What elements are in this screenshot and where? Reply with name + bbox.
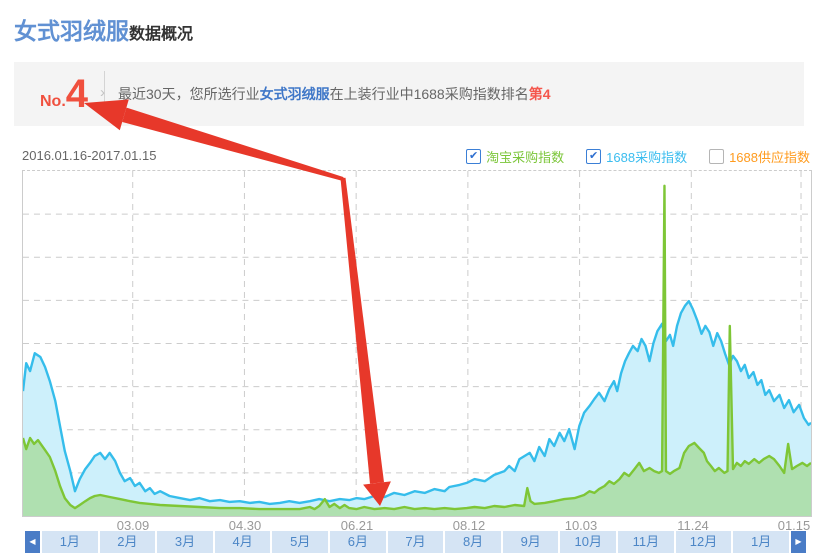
rank-prefix: No. xyxy=(40,93,66,110)
legend-label: 淘宝采购指数 xyxy=(486,150,565,165)
month-tab-2[interactable]: 2月 xyxy=(99,531,156,553)
legend-label: 1688采购指数 xyxy=(606,150,688,165)
page-title-sub: 数据概况 xyxy=(129,26,194,43)
x-tick-label: 10.03 xyxy=(564,518,598,533)
month-tab-4[interactable]: 4月 xyxy=(214,531,271,553)
month-tab-3[interactable]: 3月 xyxy=(157,531,213,553)
page-title-main: 女式羽绒服 xyxy=(14,18,129,44)
legend-toggle-3[interactable]: ✔ 1688供应指数 xyxy=(709,147,810,166)
date-range-label: 2016.01.16-2017.01.15 xyxy=(22,148,157,163)
x-axis-labels: 03.09 04.30 06.21 08.12 10.03 11.24 01.15 xyxy=(22,518,812,534)
checkbox-unchecked-icon[interactable]: ✔ xyxy=(709,149,725,164)
chart-plot-area xyxy=(22,170,812,517)
month-tab-8[interactable]: 8月 xyxy=(445,531,501,553)
rank-highlight: 第4 xyxy=(528,86,551,102)
prev-month-button[interactable]: ◀ xyxy=(25,531,40,553)
checkbox-checked-icon[interactable]: ✔ xyxy=(466,149,482,164)
legend-toggle-1[interactable]: ✔ 淘宝采购指数 xyxy=(466,147,564,166)
month-tab-6[interactable]: 6月 xyxy=(330,531,386,553)
page-title: 女式羽绒服数据概况 xyxy=(14,12,193,46)
chart-legend: ✔ 淘宝采购指数 ✔ 1688采购指数 ✔ 1688供应指数 xyxy=(444,147,810,166)
next-month-button[interactable]: ▶ xyxy=(790,531,806,553)
month-tab-9[interactable]: 9月 xyxy=(502,531,559,553)
month-tab-13[interactable]: 1月 xyxy=(733,531,789,553)
rank-description: 最近30天，您所选行业 女式羽绒服 在上装行业中1688采购指数排名 第4 xyxy=(118,62,551,126)
month-tab-11[interactable]: 11月 xyxy=(618,531,674,553)
month-tab-12[interactable]: 12月 xyxy=(675,531,732,553)
month-tab-bar: ◀ 1月 2月 3月 4月 5月 6月 7月 8月 9月 10月 11月 12月 1月 ▶ xyxy=(25,531,806,553)
rank-description-part1: 最近30天，您所选行业 xyxy=(118,86,260,102)
legend-label: 1688供应指数 xyxy=(729,150,810,165)
rank-badge: No. 4 xyxy=(40,62,88,126)
month-tab-10[interactable]: 10月 xyxy=(560,531,617,553)
month-tab-5[interactable]: 5月 xyxy=(272,531,329,553)
month-tab-1[interactable]: 1月 xyxy=(42,531,98,553)
x-tick-label: 08.12 xyxy=(452,518,486,533)
rank-description-part2: 在上装行业中1688采购指数排名 xyxy=(329,86,529,102)
x-tick-label: 04.30 xyxy=(228,518,262,533)
x-tick-label: 11.24 xyxy=(677,518,709,533)
chevron-right-icon: › xyxy=(100,84,105,101)
x-tick-label: 03.09 xyxy=(116,518,150,533)
divider xyxy=(104,71,105,117)
x-tick-label: 01.15 xyxy=(777,518,811,533)
legend-toggle-2[interactable]: ✔ 1688采购指数 xyxy=(586,147,687,166)
rank-number: 4 xyxy=(65,72,89,116)
chart-canvas xyxy=(23,171,811,516)
x-tick-label: 06.21 xyxy=(340,518,374,533)
industry-keyword-link[interactable]: 女式羽绒服 xyxy=(259,86,330,102)
month-tab-7[interactable]: 7月 xyxy=(387,531,444,553)
rank-banner: No. 4 › 最近30天，您所选行业 女式羽绒服 在上装行业中1688采购指数排名第… xyxy=(14,62,804,126)
checkbox-checked-icon[interactable]: ✔ xyxy=(586,149,602,164)
